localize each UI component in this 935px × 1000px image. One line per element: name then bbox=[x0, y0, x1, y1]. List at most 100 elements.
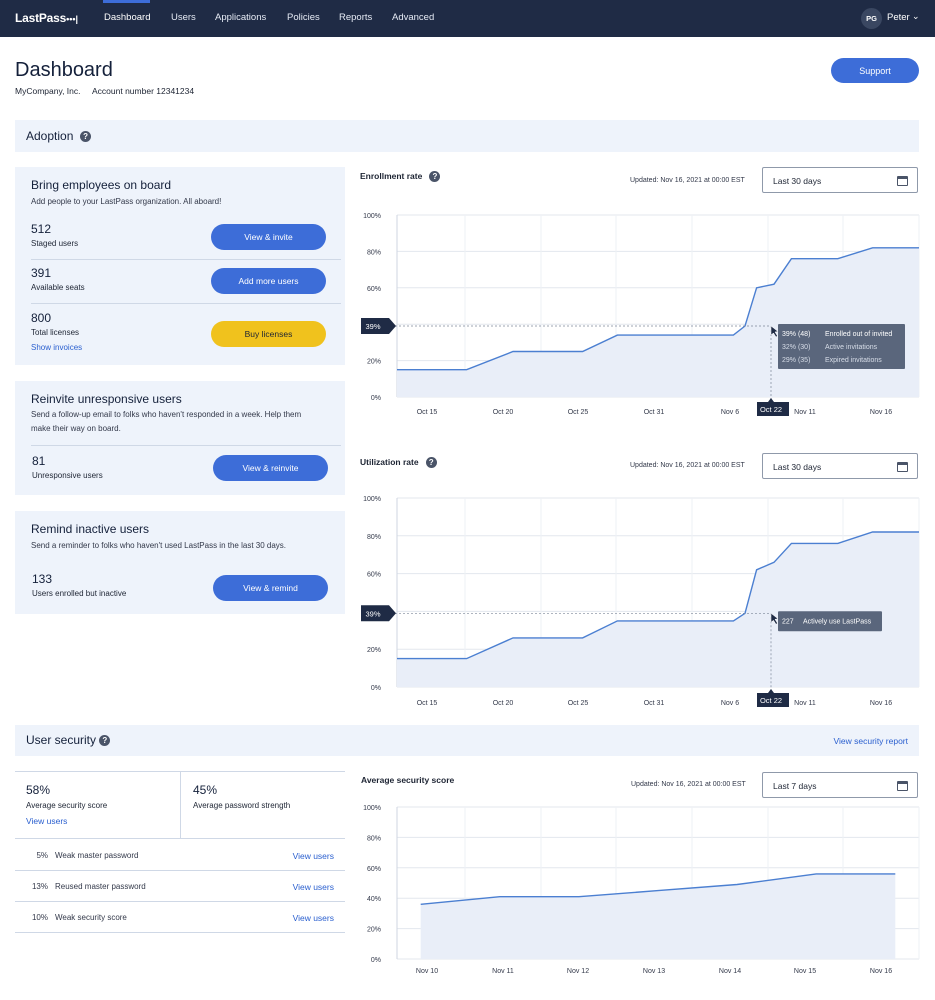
view-users-link[interactable]: View users bbox=[26, 816, 68, 826]
view-security-report-link[interactable]: View security report bbox=[833, 736, 908, 746]
y-tick-label: 100% bbox=[363, 213, 381, 220]
total-licenses-label: Total licenses bbox=[31, 328, 80, 337]
divider bbox=[31, 445, 341, 446]
security-row-reused-master: 13% Reused master password View users bbox=[15, 871, 345, 902]
staged-users-label: Staged users bbox=[31, 239, 79, 248]
available-seats-label: Available seats bbox=[31, 283, 85, 292]
series-area bbox=[397, 247, 919, 397]
available-seats-value: 391 bbox=[31, 266, 52, 280]
nav-item-reports[interactable]: Reports bbox=[339, 12, 373, 23]
x-marker-value: Oct 22 bbox=[760, 405, 782, 414]
nav-item-applications[interactable]: Applications bbox=[215, 12, 267, 23]
card-subtitle: Send a follow-up email to folks who have… bbox=[31, 410, 302, 419]
series-line bbox=[397, 531, 919, 660]
x-tick-label: Nov 16 bbox=[870, 409, 892, 416]
total-licenses-value: 800 bbox=[31, 311, 52, 325]
utilization-rate-title: Utilization rate ? bbox=[360, 457, 437, 469]
x-tick-label: Nov 10 bbox=[416, 968, 438, 975]
help-icon[interactable]: ? bbox=[429, 171, 441, 183]
card-subtitle: Add people to your LastPass organization… bbox=[31, 197, 222, 206]
series-area bbox=[420, 873, 896, 959]
divider bbox=[180, 772, 181, 839]
card-title: Bring employees on board bbox=[31, 178, 172, 192]
row-label: Weak security score bbox=[55, 913, 127, 922]
help-icon[interactable]: ? bbox=[80, 131, 92, 143]
x-marker-value: Oct 22 bbox=[760, 696, 782, 705]
tooltip-label: Active invitations bbox=[825, 344, 878, 351]
user-security-title: User security ? bbox=[26, 733, 111, 747]
enrollment-updated-text: Updated: Nov 16, 2021 at 00:00 EST bbox=[630, 177, 745, 184]
x-marker-badge bbox=[757, 398, 789, 416]
reinvite-card: Reinvite unresponsive users Send a follo… bbox=[15, 381, 345, 495]
date-range-value: Last 7 days bbox=[773, 781, 817, 791]
enrollment-date-range-select[interactable]: Last 30 days bbox=[762, 167, 918, 193]
add-more-users-button[interactable]: Add more users bbox=[211, 268, 326, 294]
support-button[interactable]: Support bbox=[831, 58, 919, 83]
x-tick-label: Nov 6 bbox=[721, 700, 739, 707]
y-tick-label: 20% bbox=[367, 927, 381, 934]
series-line bbox=[397, 247, 919, 371]
date-range-value: Last 30 days bbox=[773, 176, 822, 186]
show-invoices-link[interactable]: Show invoices bbox=[31, 343, 83, 352]
y-tick-label: 100% bbox=[363, 496, 381, 503]
inactive-users-label: Users enrolled but inactive bbox=[32, 589, 127, 598]
card-subtitle: Send a reminder to folks who haven't use… bbox=[31, 541, 287, 550]
x-tick-label: Nov 11 bbox=[492, 968, 514, 975]
adoption-section-header: Adoption ? bbox=[15, 120, 919, 152]
nav-item-dashboard[interactable]: Dashboard bbox=[104, 12, 151, 23]
tooltip-label: Actively use LastPass bbox=[803, 618, 872, 625]
y-tick-label: 20% bbox=[367, 359, 381, 366]
y-tick-label: 40% bbox=[367, 322, 381, 329]
cursor-pointer-icon bbox=[770, 612, 779, 625]
card-title: Reinvite unresponsive users bbox=[31, 392, 182, 406]
tooltip-value: 39% (48) bbox=[782, 331, 810, 338]
utilization-date-range-select[interactable]: Last 30 days bbox=[762, 453, 918, 479]
x-tick-label: Nov 12 bbox=[567, 968, 589, 975]
chevron-down-icon[interactable]: ⌄ bbox=[912, 11, 920, 21]
help-icon[interactable]: ? bbox=[99, 735, 111, 747]
user-menu-name[interactable]: Peter bbox=[887, 12, 910, 23]
row-percent: 5% bbox=[36, 851, 48, 860]
buy-licenses-button[interactable]: Buy licenses bbox=[211, 321, 326, 347]
view-users-link[interactable]: View users bbox=[292, 851, 334, 861]
security-date-range-select[interactable]: Last 7 days bbox=[762, 772, 918, 798]
help-icon[interactable]: ? bbox=[425, 457, 437, 469]
cursor-pointer-icon bbox=[770, 325, 779, 338]
avg-security-score-label: Average security score bbox=[26, 801, 108, 810]
date-range-value: Last 30 days bbox=[773, 462, 822, 472]
remind-inactive-card: Remind inactive users Send a reminder to… bbox=[15, 511, 345, 614]
lastpass-logo[interactable]: LastPass•••| bbox=[15, 11, 79, 25]
nav-item-policies[interactable]: Policies bbox=[287, 12, 320, 23]
x-tick-label: Oct 15 bbox=[417, 700, 438, 707]
card-title: Remind inactive users bbox=[31, 522, 150, 536]
avg-password-strength-label: Average password strength bbox=[193, 801, 291, 810]
y-tick-label: 60% bbox=[367, 866, 381, 873]
x-tick-label: Nov 15 bbox=[794, 968, 816, 975]
account-number: Account number 12341234 bbox=[92, 86, 195, 96]
row-percent: 13% bbox=[31, 882, 48, 891]
y-tick-label: 0% bbox=[371, 685, 381, 692]
bring-employees-card: Bring employees on board Add people to y… bbox=[15, 167, 345, 365]
user-avatar[interactable]: PG bbox=[861, 8, 882, 29]
adoption-title: Adoption ? bbox=[26, 129, 92, 143]
tooltip-label: Enrolled out of invited bbox=[825, 331, 892, 338]
y-marker-badge bbox=[361, 605, 396, 622]
view-users-link[interactable]: View users bbox=[292, 913, 334, 923]
y-tick-label: 80% bbox=[367, 534, 381, 541]
view-reinvite-button[interactable]: View & reinvite bbox=[213, 455, 328, 481]
y-tick-label: 40% bbox=[367, 896, 381, 903]
nav-item-users[interactable]: Users bbox=[171, 12, 196, 23]
x-tick-label: Oct 15 bbox=[417, 409, 438, 416]
page-title: Dashboard bbox=[15, 59, 113, 81]
tooltip-value: 29% (35) bbox=[782, 357, 810, 364]
view-users-link[interactable]: View users bbox=[292, 882, 334, 892]
y-tick-label: 20% bbox=[367, 647, 381, 654]
x-tick-label: Oct 20 bbox=[493, 700, 514, 707]
view-invite-button[interactable]: View & invite bbox=[211, 224, 326, 250]
nav-item-advanced[interactable]: Advanced bbox=[392, 12, 435, 23]
y-marker-badge bbox=[361, 318, 396, 335]
y-tick-label: 0% bbox=[371, 395, 381, 402]
view-remind-button[interactable]: View & remind bbox=[213, 575, 328, 601]
y-tick-label: 60% bbox=[367, 286, 381, 293]
top-navigation-bar: LastPass•••| Dashboard Users Application… bbox=[0, 0, 935, 37]
